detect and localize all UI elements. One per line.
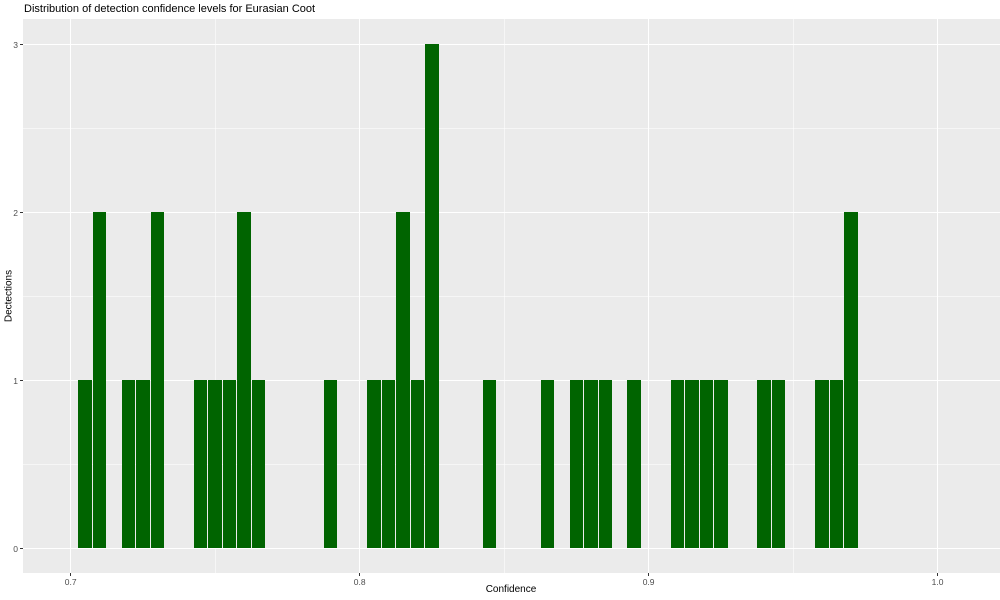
- x-major-gridline: [70, 19, 72, 573]
- histogram-bar: [193, 380, 208, 549]
- histogram-bar: [381, 380, 396, 549]
- x-tick-mark: [359, 573, 361, 576]
- histogram-bar: [482, 380, 497, 549]
- histogram-bar: [92, 212, 107, 549]
- x-axis-label: Confidence: [485, 584, 537, 595]
- histogram-bar: [699, 380, 714, 549]
- x-major-gridline: [937, 19, 939, 573]
- histogram-bar: [771, 380, 786, 549]
- y-tick-mark: [20, 547, 23, 549]
- histogram-bar: [208, 380, 222, 549]
- histogram-bar: [150, 212, 165, 549]
- y-minor-gridline: [23, 463, 1000, 465]
- histogram-bar: [121, 380, 136, 549]
- x-tick-label: 1.0: [931, 577, 944, 587]
- histogram-bar: [598, 380, 612, 549]
- histogram-bar: [829, 380, 844, 549]
- histogram-bar: [627, 380, 641, 549]
- x-tick-mark: [648, 573, 650, 576]
- x-tick-label: 0.7: [64, 577, 77, 587]
- histogram-bar: [367, 380, 381, 549]
- x-tick-label: 0.9: [642, 577, 655, 587]
- y-tick-label: 1: [13, 375, 18, 386]
- x-major-gridline: [359, 19, 361, 573]
- histogram-bar: [584, 380, 598, 549]
- x-tick-mark: [937, 573, 939, 576]
- histogram-bar: [410, 380, 425, 549]
- y-tick-mark: [20, 211, 23, 213]
- histogram-bar: [425, 44, 439, 549]
- histogram-bar: [569, 380, 584, 549]
- y-axis-label: Dectections: [3, 269, 15, 323]
- histogram-bar: [844, 212, 858, 549]
- histogram-bar: [685, 380, 699, 549]
- y-major-gridline: [23, 211, 1000, 213]
- histogram-bar: [714, 380, 728, 549]
- y-tick-label: 0: [13, 543, 18, 554]
- y-tick-label: 2: [13, 207, 18, 218]
- y-tick-mark: [20, 379, 23, 381]
- histogram-bar: [670, 380, 685, 549]
- histogram-bar: [540, 380, 555, 549]
- x-tick-label: 0.8: [353, 577, 366, 587]
- histogram-bar: [251, 380, 266, 549]
- y-major-gridline: [23, 547, 1000, 549]
- x-major-gridline: [648, 19, 650, 573]
- histogram-bar: [396, 212, 410, 549]
- y-tick-label: 3: [13, 39, 18, 50]
- y-minor-gridline: [23, 295, 1000, 297]
- histogram-bar: [222, 380, 237, 549]
- histogram-bar: [237, 212, 251, 549]
- histogram-bar: [815, 380, 829, 549]
- histogram-bar: [324, 380, 338, 549]
- x-tick-mark: [70, 573, 72, 576]
- histogram-bar: [136, 380, 150, 549]
- histogram-bar: [78, 380, 92, 549]
- chart-title: Distribution of detection confidence lev…: [24, 3, 316, 15]
- y-major-gridline: [23, 379, 1000, 381]
- y-tick-mark: [20, 43, 23, 45]
- y-major-gridline: [23, 43, 1000, 45]
- y-minor-gridline: [23, 127, 1000, 129]
- plot-panel: [23, 19, 1000, 573]
- histogram-bar: [757, 380, 771, 549]
